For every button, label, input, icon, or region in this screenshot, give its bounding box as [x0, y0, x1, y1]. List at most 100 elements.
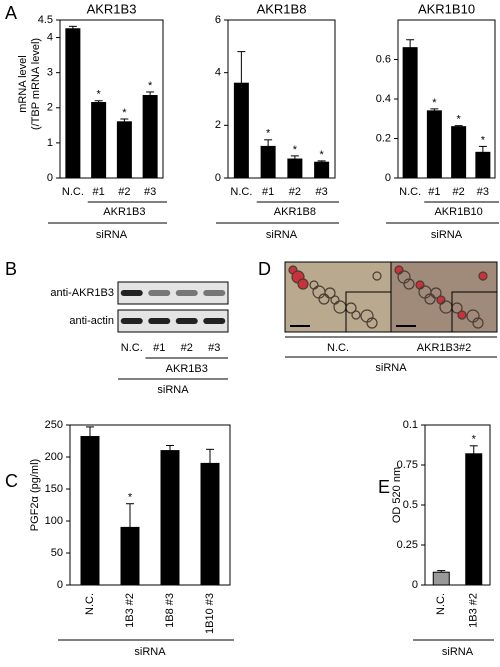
- blot-band: [203, 290, 226, 296]
- cell: [297, 278, 309, 290]
- y-tick-label: 4: [215, 67, 221, 79]
- x-tick-label: 1B3 #2: [124, 593, 136, 628]
- bar: [402, 47, 418, 179]
- x-tick-label: #2: [181, 342, 193, 354]
- bar: [260, 145, 276, 179]
- cell: [472, 317, 484, 329]
- significance-mark: *: [266, 128, 271, 140]
- significance-mark: *: [319, 149, 324, 161]
- group-label: AKR1B3: [103, 206, 145, 218]
- bar: [120, 526, 140, 586]
- x-tick-label: #2: [453, 186, 465, 198]
- blot-band: [120, 318, 143, 324]
- bar: [475, 151, 491, 179]
- x-tick-label: N.C.: [327, 342, 349, 354]
- y-tick-label: 0.4: [376, 93, 391, 105]
- plot-frame: [227, 19, 336, 179]
- y-tick-label: 3: [47, 67, 53, 79]
- bar: [65, 28, 81, 179]
- y-tick-label: 0: [412, 579, 418, 591]
- blot-row-label: anti-AKR1B3: [50, 287, 114, 299]
- panel-letter: C: [5, 471, 18, 491]
- x-axis-label: siRNA: [266, 229, 298, 241]
- y-axis-label: OD 520 nm: [391, 467, 403, 523]
- x-tick-label: #1: [428, 186, 440, 198]
- y-tick-label: 0: [215, 172, 221, 184]
- bar: [432, 571, 450, 586]
- cell: [351, 310, 361, 320]
- y-tick-label: 0.6: [376, 53, 391, 65]
- y-axis-label: (/TBP mRNA level): [30, 38, 42, 130]
- bar: [91, 102, 107, 179]
- blot-strip: [117, 281, 229, 305]
- x-tick-label: N.C.: [435, 593, 447, 615]
- y-tick-label: 0: [57, 579, 63, 591]
- chart-title: AKR1B8: [257, 1, 307, 16]
- panel-letter: B: [5, 259, 17, 279]
- x-tick-label: #3: [477, 186, 489, 198]
- x-axis-label: siRNA: [375, 362, 407, 374]
- cell: [478, 271, 488, 281]
- x-tick-label: N.C.: [84, 593, 96, 615]
- panel-letter: D: [258, 259, 271, 279]
- bar: [200, 462, 220, 586]
- cell: [318, 293, 330, 305]
- group-label: AKR1B10: [434, 206, 482, 218]
- blot-row-label: anti-actin: [69, 315, 114, 327]
- blot-band: [175, 290, 198, 296]
- y-tick-label: 0.1: [403, 419, 418, 431]
- y-tick-label: 250: [45, 419, 63, 431]
- significance-mark: *: [432, 97, 437, 109]
- x-tick-label: N.C.: [121, 342, 143, 354]
- y-axis-label: mRNA level: [17, 55, 29, 112]
- significance-mark: *: [122, 107, 127, 119]
- y-tick-label: 0: [47, 172, 53, 184]
- x-axis-label: siRNA: [157, 384, 189, 396]
- inset: [451, 291, 498, 333]
- x-tick-label: AKR1B3#2: [417, 342, 471, 354]
- x-axis-label: siRNA: [431, 229, 463, 241]
- chart-title: AKR1B10: [418, 1, 475, 16]
- bar: [465, 453, 483, 586]
- x-tick-label: #3: [316, 186, 328, 198]
- bar: [160, 450, 180, 586]
- bar: [287, 158, 303, 179]
- chart-title: AKR1B3: [87, 1, 137, 16]
- blot-band: [120, 290, 143, 296]
- x-tick-label: #3: [208, 342, 220, 354]
- x-tick-label: #2: [289, 186, 301, 198]
- cell: [372, 271, 382, 281]
- x-tick-label: N.C.: [230, 186, 252, 198]
- significance-mark: *: [456, 114, 461, 126]
- blot-band: [148, 318, 171, 324]
- blot-band: [203, 318, 226, 324]
- y-tick-label: 150: [45, 483, 63, 495]
- x-tick-label: N.C.: [62, 186, 84, 198]
- bar: [116, 121, 132, 179]
- group-label: AKR1B8: [274, 206, 316, 218]
- y-tick-label: 0.5: [403, 499, 418, 511]
- y-tick-label: 2: [47, 102, 53, 114]
- bar: [426, 110, 442, 179]
- x-tick-label: 1B10 #3: [204, 593, 216, 634]
- bar: [142, 94, 158, 179]
- x-axis-label: siRNA: [442, 646, 474, 658]
- group-label: AKR1B3: [166, 363, 208, 375]
- panel-letter: A: [5, 3, 17, 23]
- bar: [451, 126, 467, 179]
- cell: [457, 310, 467, 320]
- x-tick-label: #3: [144, 186, 156, 198]
- x-tick-label: N.C.: [399, 186, 421, 198]
- cell: [424, 293, 436, 305]
- x-axis-label: siRNA: [96, 229, 128, 241]
- panel-letter: E: [378, 477, 390, 497]
- cell: [403, 278, 415, 290]
- y-tick-label: 2: [215, 119, 221, 131]
- y-tick-label: 4: [47, 31, 53, 43]
- y-tick-label: 0: [385, 172, 391, 184]
- y-axis-label: PGF2α (pg/ml): [29, 459, 41, 531]
- plot-frame: [59, 19, 164, 179]
- x-tick-label: 1B8 #3: [164, 593, 176, 628]
